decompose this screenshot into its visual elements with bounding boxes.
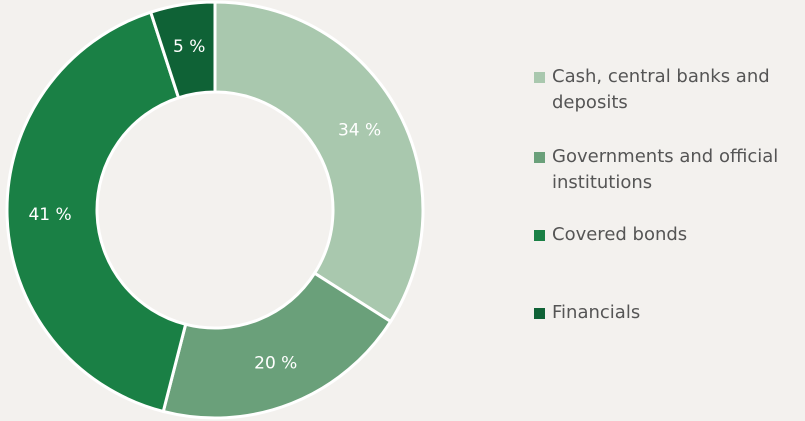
donut-slice <box>148 0 217 100</box>
data-label: 5 % <box>173 37 205 57</box>
legend-item: Financials <box>534 300 804 326</box>
legend-swatch <box>534 308 545 319</box>
data-label: 41 % <box>28 205 71 225</box>
legend-swatch <box>534 152 545 163</box>
legend-label: Governments and official institutions <box>552 146 779 193</box>
legend-label: Cash, central banks and deposits <box>552 66 770 113</box>
legend-item: Covered bonds <box>534 222 804 248</box>
data-label: 34 % <box>338 121 381 141</box>
legend-swatch <box>534 72 545 83</box>
donut-slice <box>213 0 425 324</box>
legend-swatch <box>534 230 545 241</box>
data-label: 20 % <box>254 353 297 373</box>
donut-slice <box>5 10 188 414</box>
legend-item: Governments and official institutions <box>534 144 804 196</box>
legend-label: Financials <box>552 302 641 323</box>
legend-label: Covered bonds <box>552 224 688 245</box>
donut-slice <box>161 271 393 420</box>
chart: 34 % 20 % 41 % 5 % <box>5 0 425 420</box>
legend-item: Cash, central banks and deposits <box>534 64 804 116</box>
